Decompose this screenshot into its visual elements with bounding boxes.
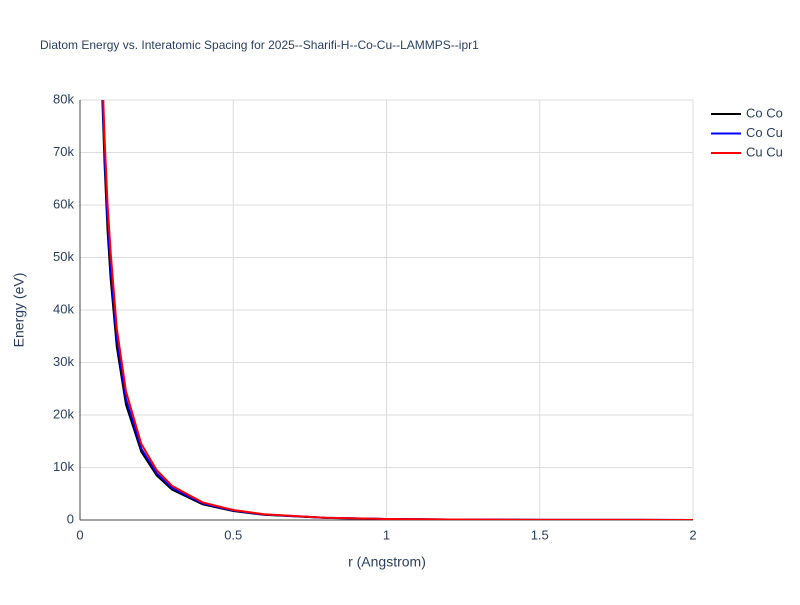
y-tick-label: 10k: [53, 459, 74, 474]
y-tick-label: 50k: [53, 249, 74, 264]
y-tick-label: 20k: [53, 406, 74, 421]
y-tick-label: 70k: [53, 144, 74, 159]
x-tick-label: 2: [689, 527, 696, 542]
x-axis-title: r (Angstrom): [348, 554, 426, 570]
line-series: [102, 100, 693, 520]
y-axis-title: Energy (eV): [11, 273, 27, 348]
x-tick-label: 1: [383, 527, 390, 542]
y-tick-label: 40k: [53, 301, 74, 316]
legend-label: Co Co: [746, 105, 783, 120]
y-tick-label: 30k: [53, 354, 74, 369]
legend-label: Cu Cu: [746, 144, 783, 159]
line-series: [101, 100, 693, 520]
x-tick-label: 0.5: [224, 527, 242, 542]
x-tick-label: 1.5: [531, 527, 549, 542]
y-tick-label: 80k: [53, 91, 74, 106]
chart-title: Diatom Energy vs. Interatomic Spacing fo…: [40, 38, 479, 52]
legend-label: Co Cu: [746, 125, 783, 140]
x-tick-label: 0: [76, 527, 83, 542]
y-tick-label: 0: [67, 511, 74, 526]
y-tick-label: 60k: [53, 196, 74, 211]
